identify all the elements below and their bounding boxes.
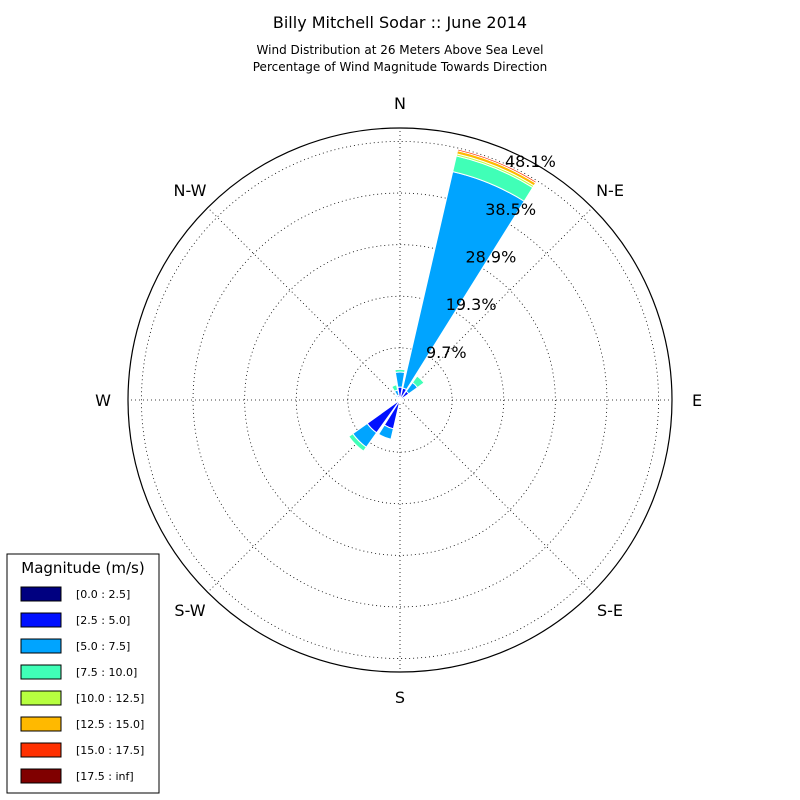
direction-label: W bbox=[95, 391, 111, 410]
ring-label: 9.7% bbox=[426, 343, 467, 362]
legend: Magnitude (m/s) [0.0 : 2.5] [2.5 : 5.0] [5… bbox=[6, 553, 160, 794]
legend-label: [2.5 : 5.0] bbox=[76, 614, 130, 627]
polar-labels: N N-E E S-E S S-W W N-W 9.7% 19.3% 28.9% 38.5% 48.1% bbox=[95, 94, 702, 707]
legend-label: [10.0 : 12.5] bbox=[76, 692, 144, 705]
outer-circle bbox=[127, 127, 673, 673]
ring-label: 19.3% bbox=[446, 295, 497, 314]
wind-bar-segment bbox=[416, 374, 426, 384]
radial-gridline bbox=[207, 399, 401, 593]
legend-label: [15.0 : 17.5] bbox=[76, 744, 144, 757]
ring-label: 38.5% bbox=[485, 200, 536, 219]
legend-label: [0.0 : 2.5] bbox=[76, 588, 130, 601]
radial-gridline bbox=[207, 207, 401, 401]
wind-bar-segment bbox=[403, 396, 406, 400]
legend-swatch bbox=[20, 638, 62, 654]
wind-bars bbox=[348, 148, 538, 452]
legend-swatch bbox=[20, 742, 62, 758]
direction-label: N bbox=[394, 94, 406, 113]
legend-label: [7.5 : 10.0] bbox=[76, 666, 137, 679]
legend-title: Magnitude (m/s) bbox=[21, 559, 144, 577]
chart-title: Billy Mitchell Sodar :: June 2014 bbox=[273, 13, 527, 32]
direction-label: S-W bbox=[174, 601, 205, 620]
ring-gridline bbox=[244, 244, 556, 556]
wind-bar-segment bbox=[396, 400, 399, 403]
legend-swatch bbox=[20, 664, 62, 680]
wind-bar-segment bbox=[377, 424, 394, 440]
legend-swatch bbox=[20, 586, 62, 602]
chart-subtitle-line-2: Percentage of Wind Magnitude Towards Dir… bbox=[253, 60, 547, 74]
legend-swatch bbox=[20, 716, 62, 732]
ring-gridline bbox=[141, 141, 659, 659]
ring-gridline bbox=[192, 192, 608, 608]
wind-bar-segment bbox=[456, 148, 538, 184]
direction-label: E bbox=[692, 391, 702, 410]
radial-gridline bbox=[399, 207, 593, 401]
wind-bar-segment bbox=[348, 433, 367, 452]
legend-label: [17.5 : inf] bbox=[76, 770, 134, 783]
legend-swatch bbox=[20, 768, 62, 784]
ring-gridline bbox=[347, 347, 453, 453]
direction-label: N-W bbox=[174, 181, 207, 200]
polar-grid bbox=[127, 127, 673, 673]
ring-gridline bbox=[295, 295, 505, 505]
legend-label: [5.0 : 7.5] bbox=[76, 640, 130, 653]
legend-swatch bbox=[20, 690, 62, 706]
direction-label: S-E bbox=[597, 601, 623, 620]
direction-label: S bbox=[395, 688, 405, 707]
legend-swatch bbox=[20, 612, 62, 628]
ring-label: 48.1% bbox=[505, 152, 556, 171]
wind-bar-segment bbox=[394, 368, 406, 374]
ring-label: 28.9% bbox=[465, 247, 516, 266]
chart-subtitle-line-1: Wind Distribution at 26 Meters Above Sea… bbox=[257, 43, 544, 57]
wind-bar-segment bbox=[401, 398, 404, 402]
direction-label: N-E bbox=[596, 181, 624, 200]
wind-bar-segment bbox=[391, 384, 399, 393]
legend-label: [12.5 : 15.0] bbox=[76, 718, 144, 731]
radial-gridline bbox=[399, 399, 593, 593]
